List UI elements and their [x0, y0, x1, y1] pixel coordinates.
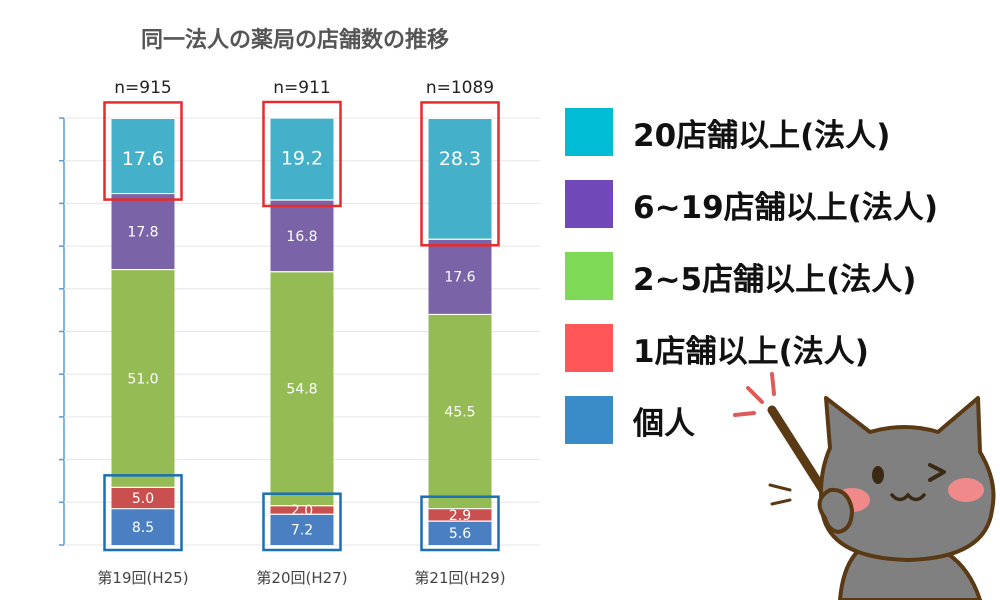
legend-swatch-20-plus — [565, 108, 613, 156]
data-label: 17.8 — [127, 224, 158, 240]
highlight-box-top — [420, 101, 500, 247]
cat-mouth — [890, 492, 926, 502]
legend-swatch-1 — [565, 324, 613, 372]
category-label: 第21回(H29) — [414, 569, 505, 587]
data-label: 17.6 — [444, 270, 475, 286]
data-label: 19.2 — [281, 148, 323, 170]
data-label: 28.3 — [439, 148, 481, 170]
bar-segment — [270, 505, 334, 515]
cat-paw — [817, 487, 855, 535]
legend-label-20-plus: 20店舗以上(法人) — [633, 117, 891, 154]
data-label: 5.0 — [132, 491, 154, 507]
data-label: 2.9 — [449, 508, 471, 524]
cat-mascot-illustration — [733, 372, 996, 600]
bar-segment — [428, 508, 492, 522]
legend-item-6-19: 6~19店舗以上(法人) — [565, 180, 938, 228]
bars-group: 8.5 5.0 51.0 17.8 17.6 n=915 第19回(H25) 7.2 2.0 54… — [97, 78, 505, 587]
data-label: 54.8 — [286, 382, 317, 398]
bar-segment — [111, 193, 175, 270]
bar-segment — [428, 239, 492, 315]
legend-label-individual: 個人 — [633, 405, 695, 442]
bar-segment — [270, 514, 334, 545]
highlight-box-bottom — [262, 492, 342, 552]
data-label: 7.2 — [291, 523, 313, 539]
eye-left — [872, 466, 884, 484]
data-label: 8.5 — [132, 520, 154, 536]
eye-wink — [928, 463, 946, 482]
chart-title: 同一法人の薬局の店舗数の推移 — [141, 27, 449, 53]
legend-item-20-plus: 20店舗以上(法人) — [565, 108, 938, 156]
legend-item-2-5: 2~5店舗以上(法人) — [565, 252, 938, 300]
legend-label-1: 1店舗以上(法人) — [633, 333, 869, 370]
legend-item-individual: 個人 — [565, 396, 938, 444]
bar-segment — [111, 508, 175, 545]
legend-label-6-19: 6~19店舗以上(法人) — [633, 189, 939, 226]
cheek-right — [948, 478, 984, 502]
sample-size-label: n=911 — [273, 78, 330, 98]
legend: 20店舗以上(法人) 6~19店舗以上(法人) 2~5店舗以上(法人) 1店舗以… — [565, 108, 938, 468]
legend-label-2-5: 2~5店舗以上(法人) — [633, 261, 917, 298]
legend-swatch-individual — [565, 396, 613, 444]
bar-segment — [428, 314, 492, 509]
highlight-box-bottom — [420, 495, 500, 552]
cat-head — [819, 396, 996, 562]
data-label: 16.8 — [286, 229, 317, 245]
highlight-box-bottom — [103, 474, 183, 552]
data-label: 5.6 — [449, 526, 471, 542]
legend-swatch-6-19 — [565, 180, 613, 228]
category-label: 第19回(H25) — [97, 569, 188, 587]
bar-segment — [428, 521, 492, 545]
bar-segment — [111, 487, 175, 509]
bar-segment — [111, 118, 175, 194]
data-label: 2.0 — [291, 503, 313, 519]
bar-segment — [270, 199, 334, 272]
bar-segment — [270, 271, 334, 506]
data-label: 45.5 — [444, 404, 475, 420]
sample-size-label: n=915 — [114, 78, 171, 98]
bar-segment — [428, 118, 492, 240]
legend-item-1: 1店舗以上(法人) — [565, 324, 938, 372]
whiskers — [768, 483, 792, 506]
excitement-lines — [733, 372, 776, 417]
legend-swatch-2-5 — [565, 252, 613, 300]
highlight-box-top — [262, 100, 342, 208]
highlight-box-top — [103, 101, 183, 201]
sample-size-label: n=1089 — [426, 78, 494, 98]
bar-segment — [111, 269, 175, 488]
category-label: 第20回(H27) — [256, 569, 347, 587]
bar-segment — [270, 118, 334, 200]
data-label: 51.0 — [127, 371, 158, 387]
data-label: 17.6 — [122, 148, 164, 170]
